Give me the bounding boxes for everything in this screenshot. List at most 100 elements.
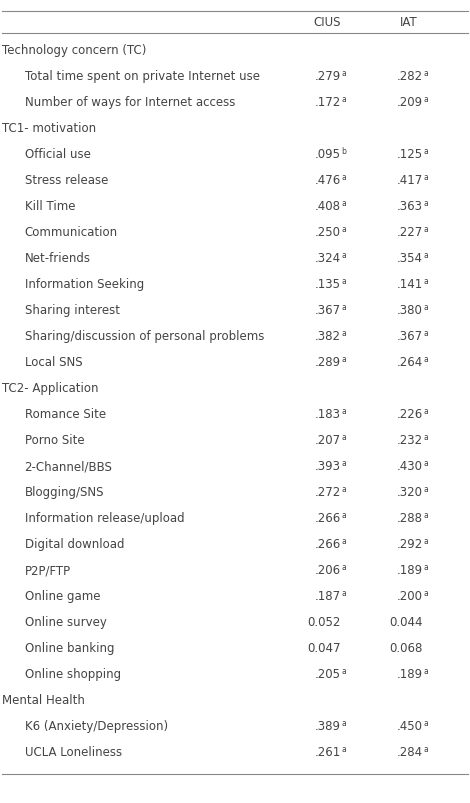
Text: a: a: [424, 225, 429, 234]
Text: a: a: [342, 277, 346, 286]
Text: a: a: [342, 303, 346, 312]
Text: Communication: Communication: [24, 226, 118, 239]
Text: Total time spent on private Internet use: Total time spent on private Internet use: [24, 71, 259, 84]
Text: b: b: [342, 147, 346, 156]
Text: .183: .183: [314, 408, 341, 421]
Text: Net-friends: Net-friends: [24, 252, 91, 265]
Text: a: a: [424, 589, 429, 597]
Text: Online shopping: Online shopping: [24, 667, 121, 681]
Text: .205: .205: [314, 667, 341, 681]
Text: a: a: [342, 562, 346, 572]
Text: a: a: [424, 536, 429, 545]
Text: .380: .380: [397, 304, 423, 317]
Text: .284: .284: [397, 745, 423, 759]
Text: a: a: [342, 406, 346, 416]
Text: 0.068: 0.068: [390, 642, 423, 654]
Text: Information Seeking: Information Seeking: [24, 278, 144, 291]
Text: Information release/upload: Information release/upload: [24, 512, 184, 524]
Text: .189: .189: [397, 564, 423, 577]
Text: Number of ways for Internet access: Number of ways for Internet access: [24, 96, 235, 109]
Text: .354: .354: [397, 252, 423, 265]
Text: P2P/FTP: P2P/FTP: [24, 564, 70, 577]
Text: a: a: [342, 536, 346, 545]
Text: a: a: [342, 511, 346, 520]
Text: .367: .367: [314, 304, 341, 317]
Text: .363: .363: [397, 200, 423, 213]
Text: Online survey: Online survey: [24, 616, 106, 629]
Text: a: a: [342, 433, 346, 442]
Text: .232: .232: [397, 434, 423, 446]
Text: 0.044: 0.044: [390, 616, 423, 629]
Text: a: a: [424, 355, 429, 364]
Text: Sharing interest: Sharing interest: [24, 304, 119, 317]
Text: a: a: [342, 225, 346, 234]
Text: a: a: [424, 484, 429, 494]
Text: .324: .324: [314, 252, 341, 265]
Text: Official use: Official use: [24, 149, 90, 161]
Text: .450: .450: [397, 719, 423, 732]
Text: .095: .095: [314, 149, 341, 161]
Text: Romance Site: Romance Site: [24, 408, 106, 421]
Text: .172: .172: [314, 96, 341, 109]
Text: a: a: [342, 251, 346, 260]
Text: IAT: IAT: [400, 17, 418, 30]
Text: Blogging/SNS: Blogging/SNS: [24, 486, 104, 499]
Text: Kill Time: Kill Time: [24, 200, 75, 213]
Text: .292: .292: [397, 538, 423, 551]
Text: .125: .125: [397, 149, 423, 161]
Text: a: a: [424, 459, 429, 467]
Text: a: a: [342, 69, 346, 78]
Text: .417: .417: [397, 174, 423, 187]
Text: .279: .279: [314, 71, 341, 84]
Text: a: a: [424, 173, 429, 182]
Text: Online banking: Online banking: [24, 642, 114, 654]
Text: a: a: [424, 511, 429, 520]
Text: .135: .135: [314, 278, 341, 291]
Text: a: a: [424, 147, 429, 156]
Text: a: a: [424, 95, 429, 104]
Text: .266: .266: [314, 512, 341, 524]
Text: .200: .200: [397, 589, 423, 602]
Text: .226: .226: [397, 408, 423, 421]
Text: a: a: [342, 355, 346, 364]
Text: .382: .382: [314, 330, 341, 343]
Text: CIUS: CIUS: [313, 17, 340, 30]
Text: .261: .261: [314, 745, 341, 759]
Text: a: a: [342, 459, 346, 467]
Text: a: a: [424, 69, 429, 78]
Text: a: a: [424, 744, 429, 753]
Text: a: a: [424, 303, 429, 312]
Text: TC2- Application: TC2- Application: [2, 382, 99, 395]
Text: .209: .209: [397, 96, 423, 109]
Text: .367: .367: [397, 330, 423, 343]
Text: .282: .282: [397, 71, 423, 84]
Text: .389: .389: [314, 719, 341, 732]
Text: a: a: [424, 277, 429, 286]
Text: a: a: [342, 666, 346, 675]
Text: a: a: [424, 666, 429, 675]
Text: .227: .227: [397, 226, 423, 239]
Text: a: a: [424, 562, 429, 572]
Text: .408: .408: [314, 200, 341, 213]
Text: TC1- motivation: TC1- motivation: [2, 122, 96, 135]
Text: a: a: [424, 328, 429, 338]
Text: .207: .207: [314, 434, 341, 446]
Text: a: a: [342, 173, 346, 182]
Text: .206: .206: [314, 564, 341, 577]
Text: a: a: [342, 718, 346, 728]
Text: .264: .264: [397, 356, 423, 369]
Text: Local SNS: Local SNS: [24, 356, 82, 369]
Text: .250: .250: [314, 226, 341, 239]
Text: a: a: [342, 744, 346, 753]
Text: .476: .476: [314, 174, 341, 187]
Text: a: a: [424, 251, 429, 260]
Text: .320: .320: [397, 486, 423, 499]
Text: .288: .288: [397, 512, 423, 524]
Text: Technology concern (TC): Technology concern (TC): [2, 44, 146, 57]
Text: .272: .272: [314, 486, 341, 499]
Text: a: a: [342, 328, 346, 338]
Text: 0.047: 0.047: [307, 642, 341, 654]
Text: .393: .393: [314, 460, 341, 473]
Text: a: a: [342, 589, 346, 597]
Text: Sharing/discussion of personal problems: Sharing/discussion of personal problems: [24, 330, 264, 343]
